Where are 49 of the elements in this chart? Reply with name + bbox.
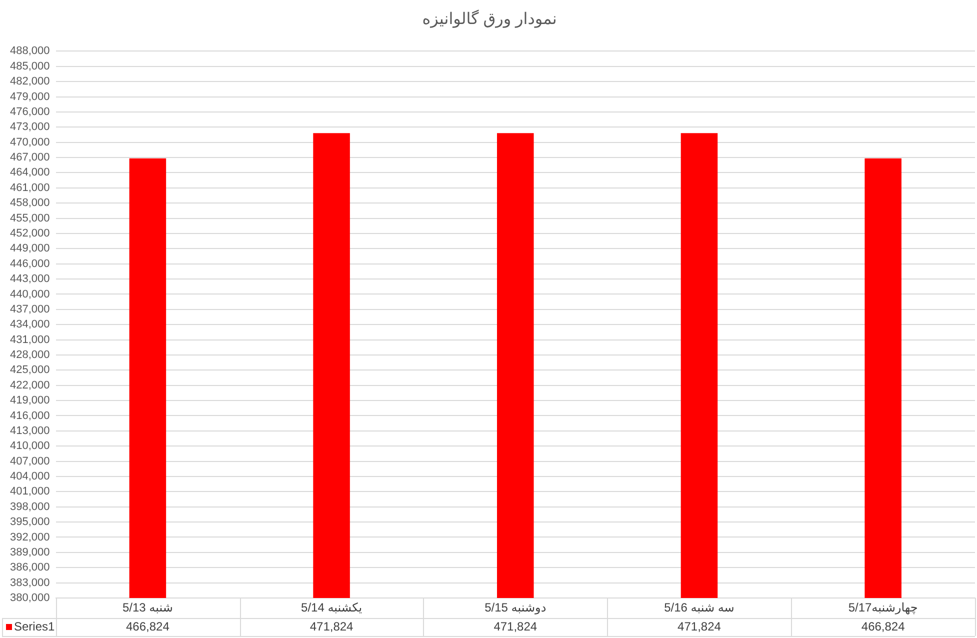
legend-label: Series1 [14, 619, 56, 634]
data-label: 466,824 [126, 619, 170, 634]
y-tick-label: 467,000 [10, 152, 50, 164]
y-tick-label: 437,000 [10, 303, 50, 316]
y-tick-label: 383,000 [10, 576, 50, 589]
y-tick-label: 482,000 [10, 76, 50, 88]
y-tick-label: 431,000 [10, 334, 50, 346]
y-tick-label: 380,000 [10, 592, 50, 604]
data-label: 471,824 [494, 619, 538, 634]
y-tick-label: 401,000 [10, 486, 50, 498]
y-tick-label: 428,000 [10, 349, 50, 362]
data-label: 471,824 [678, 619, 722, 634]
y-tick-label: 440,000 [10, 288, 50, 300]
y-tick-label: 407,000 [10, 455, 50, 468]
y-tick-label: 392,000 [10, 531, 50, 544]
y-tick-label: 419,000 [10, 394, 50, 407]
y-tick-label: 386,000 [10, 562, 50, 574]
y-tick-label: 470,000 [10, 136, 50, 148]
x-tick-label: شنبه 5/13 [122, 600, 173, 614]
y-tick-label: 434,000 [10, 318, 50, 331]
y-tick-label: 485,000 [10, 60, 50, 72]
y-tick-label: 422,000 [10, 379, 50, 392]
data-label: 466,824 [861, 619, 906, 634]
y-tick-label: 425,000 [10, 364, 50, 376]
x-tick-label: یکشنبه 5/14 [301, 600, 362, 614]
y-tick-label: 461,000 [10, 182, 50, 194]
y-tick-label: 446,000 [10, 258, 50, 270]
y-tick-label: 413,000 [10, 424, 50, 437]
data-label: 471,824 [310, 619, 354, 634]
y-tick-label: 389,000 [10, 546, 50, 558]
y-tick-label: 404,000 [10, 470, 50, 483]
y-tick-label: 476,000 [10, 106, 50, 118]
x-tick-label: دوشنبه 5/15 [484, 600, 546, 614]
y-tick-label: 416,000 [10, 410, 50, 422]
y-tick-label: 449,000 [10, 242, 50, 255]
y-tick-label: 395,000 [10, 516, 50, 528]
y-tick-label: 473,000 [10, 121, 50, 134]
chart-title: نمودار ورق گالوانیزه [422, 9, 557, 28]
y-tick-label: 455,000 [10, 212, 50, 224]
y-tick-label: 488,000 [10, 45, 50, 58]
y-tick-label: 452,000 [10, 228, 50, 240]
y-tick-label: 479,000 [10, 90, 50, 103]
y-tick-label: 464,000 [10, 166, 50, 179]
y-tick-label: 443,000 [10, 273, 50, 286]
x-tick-label: چهارشنبه5/17 [848, 600, 918, 614]
y-tick-label: 458,000 [10, 197, 50, 210]
y-tick-label: 410,000 [10, 440, 50, 452]
x-tick-label: سه شنبه 5/16 [664, 600, 734, 614]
y-tick-label: 398,000 [10, 500, 50, 513]
